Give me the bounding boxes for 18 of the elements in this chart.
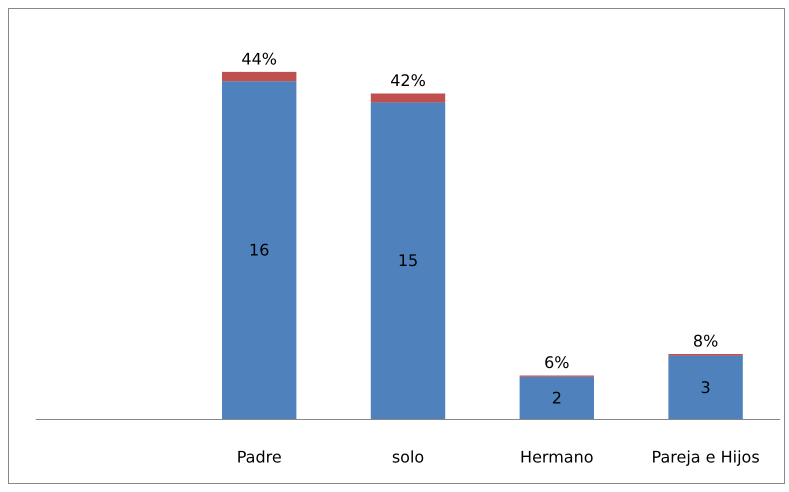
x-tick-label: Pareja e Hijos xyxy=(652,448,760,466)
x-tick-label: Padre xyxy=(236,448,282,466)
x-tick-label: Hermano xyxy=(520,448,594,466)
bar xyxy=(370,93,446,102)
data-label: 3 xyxy=(700,378,711,397)
bar xyxy=(222,81,296,419)
x-tick-label: solo xyxy=(392,448,424,466)
data-label: 44% xyxy=(241,49,277,68)
data-label: 42% xyxy=(390,70,426,90)
bar xyxy=(668,356,743,419)
bar xyxy=(520,376,594,419)
data-label: 16 xyxy=(249,240,270,260)
data-label: 2 xyxy=(552,388,562,408)
data-label: 6% xyxy=(544,353,570,372)
bar xyxy=(370,102,446,419)
data-label: 15 xyxy=(398,251,418,270)
bar xyxy=(222,72,296,82)
data-label: 8% xyxy=(692,331,718,350)
